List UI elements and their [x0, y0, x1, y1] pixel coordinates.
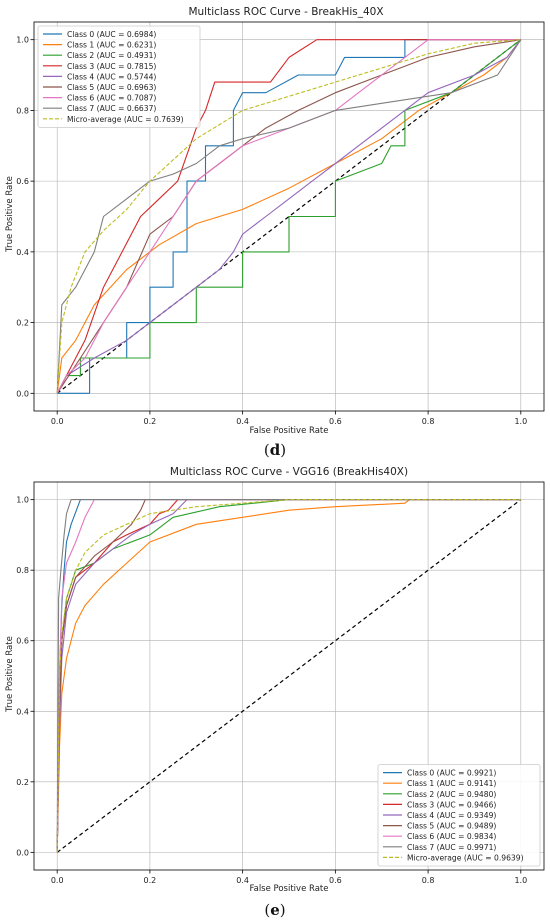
panel-label-d: (d)	[264, 441, 286, 459]
chart-d-series-group	[56, 39, 522, 394]
chart-d-legend-label: Class 4 (AUC = 0.5744)	[67, 72, 156, 81]
chart-d-ytick-label: 0.8	[16, 106, 29, 115]
chart-d-legend-label: Class 3 (AUC = 0.7815)	[67, 62, 156, 71]
chart-d-xtick-label: 0.8	[422, 417, 435, 426]
chart-e-plot-frame	[33, 481, 545, 871]
chart-d-series-class-1	[56, 39, 522, 394]
chart-d-ytick-label: 0.6	[16, 177, 29, 186]
chart-d-xtick-label: 0.2	[144, 417, 157, 426]
chart-e-ytick-label: 1.0	[16, 496, 29, 505]
chart-e-ytick-label: 0.4	[16, 707, 29, 716]
chart-d-legend-label: Class 2 (AUC = 0.4931)	[67, 51, 156, 60]
chart-e-series-class-5	[56, 499, 521, 853]
chart-d-ytick-label: 1.0	[16, 36, 29, 45]
chart-d-legend-label: Class 5 (AUC = 0.6963)	[67, 83, 156, 92]
chart-d-legend: Class 0 (AUC = 0.6984) Class 1 (AUC = 0.6…	[37, 25, 201, 128]
chart-d-xtick-label: 0.0	[51, 417, 64, 426]
chart-d-legend-box	[37, 25, 201, 128]
chart-e-legend-label: Micro-average (AUC = 0.9639)	[407, 853, 524, 862]
chart-e-ytick-label: 0.0	[16, 848, 29, 857]
chart-e-legend-label: Class 4 (AUC = 0.9349)	[407, 811, 496, 820]
chart-e-series-micro-average	[56, 499, 521, 853]
chart-e-xtick-label: 0.8	[422, 876, 435, 885]
chart-d-legend-label: Class 0 (AUC = 0.6984)	[67, 30, 156, 39]
chart-e-series-group	[56, 499, 521, 853]
chart-d-legend-label: Micro-average (AUC = 0.7639)	[67, 115, 184, 124]
chart-d-ytick-label: 0.0	[16, 389, 29, 398]
chart-d-ytick-label: 0.4	[16, 248, 29, 257]
chart-e-title: Multiclass ROC Curve - VGG16 (BreakHis40…	[170, 466, 408, 478]
chart-e-ylabel: True Positive Rate	[5, 636, 15, 713]
chart-d-legend-label: Class 6 (AUC = 0.7087)	[67, 94, 156, 103]
chart-e-legend-label: Class 3 (AUC = 0.9466)	[407, 800, 496, 809]
chart-e-legend-label: Class 7 (AUC = 0.9971)	[407, 843, 496, 852]
chart-e-series-class-7	[56, 499, 521, 853]
chart-e-legend-box	[377, 764, 541, 867]
chart-e-chance-line	[56, 499, 522, 853]
chart-e-series-class-1	[56, 499, 521, 853]
chart-e-legend-label: Class 2 (AUC = 0.9480)	[407, 790, 496, 799]
chart-e: Multiclass ROC Curve - VGG16 (BreakHis40…	[5, 466, 545, 894]
chart-d-ylabel: True Positive Rate	[5, 176, 15, 253]
chart-e-xtick-label: 1.0	[514, 876, 527, 885]
chart-e-ytick-label: 0.2	[16, 778, 29, 787]
chart-d-series-class-7	[56, 39, 522, 394]
chart-d-title: Multiclass ROC Curve - BreakHis_40X	[188, 6, 383, 18]
chart-e-legend-label: Class 0 (AUC = 0.9921)	[407, 769, 496, 778]
chart-d-chance-line	[56, 39, 522, 394]
chart-e-ytick-label: 0.6	[16, 637, 29, 646]
chart-d-series-micro-average	[56, 39, 521, 394]
chart-e-series-class-4	[56, 499, 521, 853]
panel-label-e: (e)	[264, 901, 285, 919]
chart-e-legend-label: Class 6 (AUC = 0.9834)	[407, 832, 496, 841]
chart-d: Multiclass ROC Curve - BreakHis_40X True…	[5, 6, 545, 436]
chart-d-xlabel: False Positive Rate	[250, 426, 329, 436]
chart-e-legend-label: Class 1 (AUC = 0.9141)	[407, 779, 496, 788]
chart-e-xtick-label: 0.4	[236, 876, 249, 885]
chart-d-legend-label: Class 1 (AUC = 0.6231)	[67, 41, 156, 50]
chart-d-series-class-2	[56, 39, 522, 394]
chart-d-series-class-3	[56, 39, 521, 394]
chart-d-ytick-label: 0.2	[16, 319, 29, 328]
chart-e-xlabel: False Positive Rate	[250, 884, 329, 894]
chart-e-xtick-label: 0.2	[144, 876, 157, 885]
chart-e-legend: Class 0 (AUC = 0.9921)Class 1 (AUC = 0.9…	[377, 764, 541, 867]
chart-d-series-class-4	[56, 39, 522, 394]
chart-d-series-class-6	[56, 39, 521, 394]
chart-d-xtick-label: 1.0	[514, 417, 527, 426]
chart-d-xtick-label: 0.6	[329, 417, 342, 426]
chart-d-xtick-label: 0.4	[236, 417, 249, 426]
chart-e-xtick-label: 0.6	[329, 876, 342, 885]
chart-d-plot-frame	[33, 21, 545, 412]
chart-d-legend-label: Class 7 (AUC = 0.6637)	[67, 104, 156, 113]
chart-e-legend-label: Class 5 (AUC = 0.9489)	[407, 822, 496, 831]
chart-e-ytick-label: 0.8	[16, 566, 29, 575]
chart-e-xtick-label: 0.0	[51, 876, 64, 885]
